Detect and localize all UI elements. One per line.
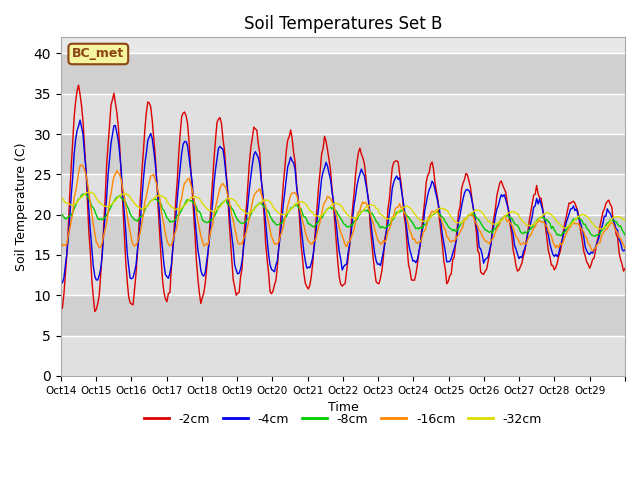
-32cm [86,189,94,195]
-4cm [349,217,356,223]
-32cm [545,210,552,216]
-4cm [618,246,626,252]
-32cm [595,226,602,232]
-16cm [57,237,65,243]
-32cm [349,215,356,220]
-2cm [75,82,83,88]
Text: BC_met: BC_met [72,48,124,60]
Line: -8cm: -8cm [61,194,625,236]
Line: -32cm: -32cm [61,192,625,229]
-8cm [592,233,600,239]
Y-axis label: Soil Temperature (C): Soil Temperature (C) [15,143,28,271]
-8cm [461,216,468,222]
-8cm [81,192,88,197]
-4cm [95,273,103,278]
Line: -16cm: -16cm [61,165,625,251]
-32cm [95,200,103,205]
-2cm [77,103,85,108]
-2cm [91,309,99,314]
-32cm [76,195,84,201]
Bar [61,336,625,376]
-8cm [620,229,627,235]
Bar [61,53,625,94]
-8cm [57,211,65,217]
-16cm [76,163,84,169]
Line: -4cm: -4cm [61,120,625,283]
-4cm [57,280,65,286]
-4cm [461,190,468,196]
-2cm [621,265,629,271]
-16cm [461,216,468,221]
-4cm [545,232,552,238]
-16cm [77,162,85,168]
Bar [61,255,625,295]
-2cm [97,272,104,277]
-32cm [57,193,65,199]
-8cm [621,232,629,238]
-2cm [350,192,358,197]
-4cm [77,124,85,130]
-8cm [76,195,84,201]
Bar [61,94,625,134]
-16cm [95,245,103,251]
-2cm [620,268,627,274]
Bar [61,174,625,215]
-16cm [545,229,552,235]
Bar [61,295,625,336]
Bar [61,215,625,255]
-32cm [620,216,627,222]
-2cm [57,307,65,313]
-2cm [546,254,554,260]
-16cm [349,231,356,237]
-32cm [621,218,629,224]
-4cm [76,117,84,123]
Bar [61,134,625,174]
-8cm [95,217,103,223]
-16cm [589,248,596,254]
-16cm [621,246,629,252]
Line: -2cm: -2cm [61,85,625,312]
-8cm [349,222,356,228]
-2cm [462,170,470,176]
Title: Soil Temperatures Set B: Soil Temperatures Set B [244,15,442,33]
-16cm [620,242,627,248]
-32cm [461,217,468,223]
-8cm [545,219,552,225]
-4cm [621,247,629,252]
Legend: -2cm, -4cm, -8cm, -16cm, -32cm: -2cm, -4cm, -8cm, -16cm, -32cm [139,408,547,431]
X-axis label: Time: Time [328,401,358,414]
